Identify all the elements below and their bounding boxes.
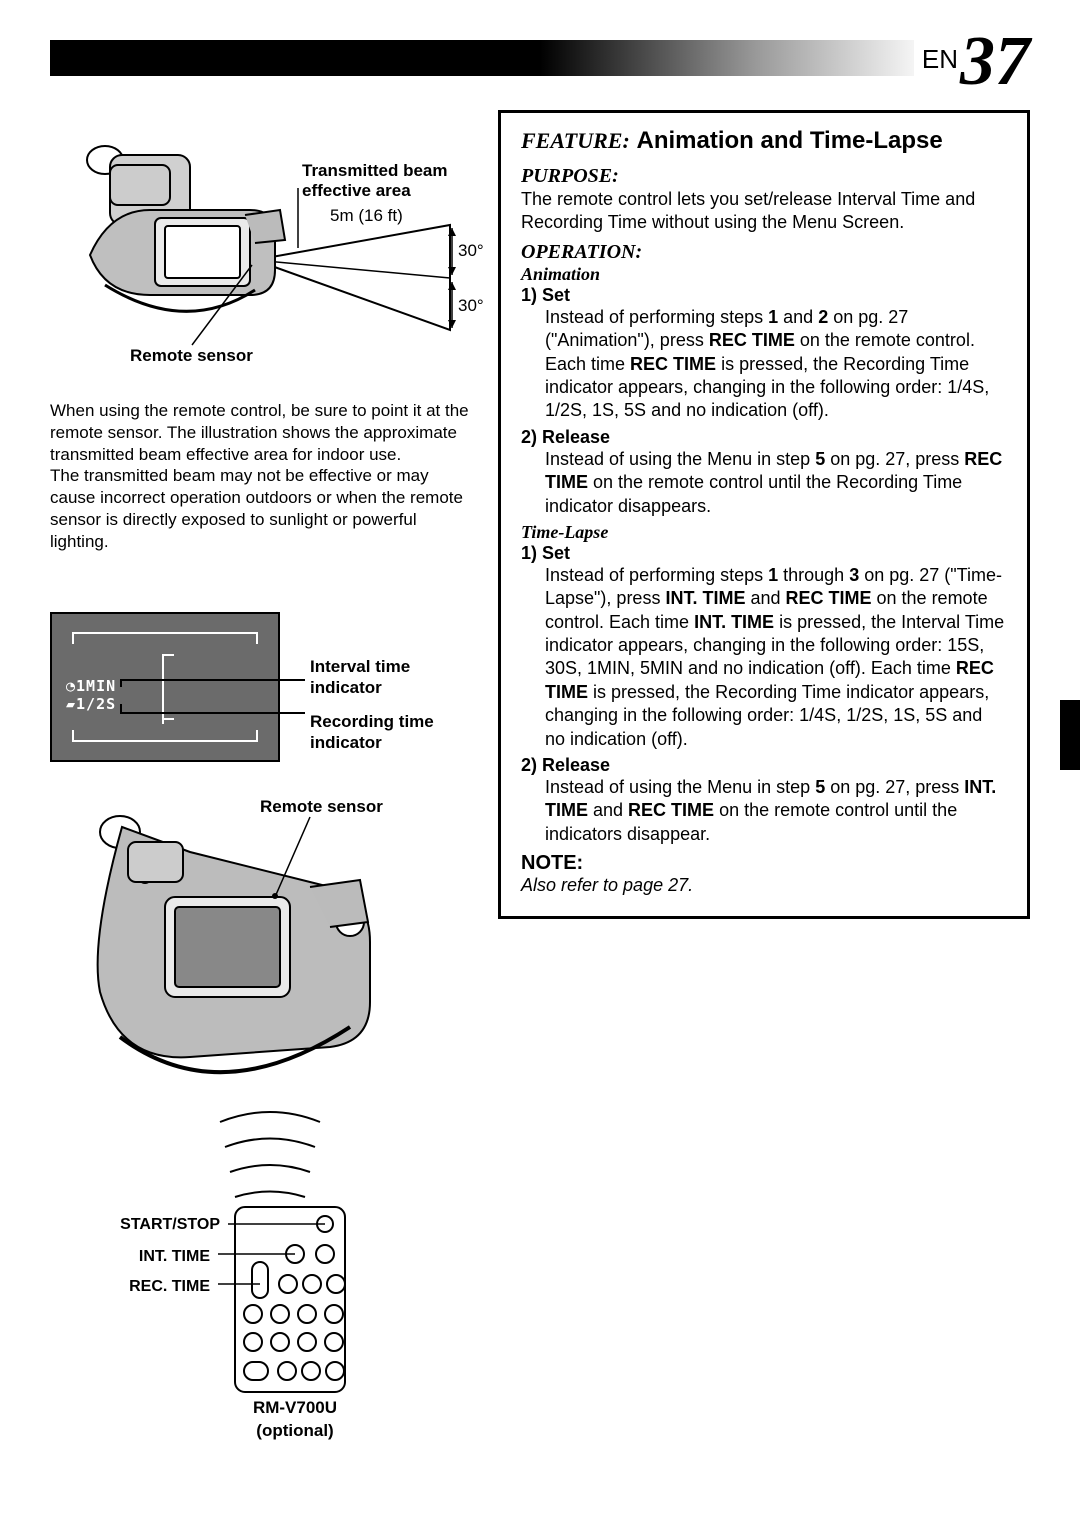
int-time-label: INT. TIME — [90, 1246, 210, 1268]
note-body: Also refer to page 27. — [521, 875, 1007, 896]
right-column: FEATURE: Animation and Time-Lapse PURPOS… — [498, 110, 1030, 1432]
lcd-screen: ◔1MIN ▰1/2S — [50, 612, 280, 762]
start-stop-label: START/STOP — [90, 1214, 220, 1236]
feature-box: FEATURE: Animation and Time-Lapse PURPOS… — [498, 110, 1030, 919]
purpose-heading: PURPOSE: — [521, 165, 1007, 188]
left-column: Transmitted beam effective area 5m (16 f… — [50, 110, 470, 1432]
tl-release-body: Instead of using the Menu in step 5 on p… — [521, 776, 1007, 846]
anim-release-heading: 2) Release — [521, 427, 1007, 448]
header-bar: EN37 — [50, 40, 1030, 90]
anim-set-body: Instead of performing steps 1 and 2 on p… — [521, 306, 1007, 423]
remote-sensor-label-1: Remote sensor — [130, 345, 253, 368]
feature-heading: FEATURE: Animation and Time-Lapse — [521, 127, 1007, 155]
remote-sensor-label-2: Remote sensor — [260, 796, 383, 819]
interval-label-l2: indicator — [310, 678, 382, 697]
remote-svg — [50, 792, 470, 1432]
beam-area-label-l2: effective area — [302, 180, 411, 203]
beam-distance: 5m (16 ft) — [330, 205, 403, 228]
feature-prefix: FEATURE: — [521, 128, 630, 153]
lcd-line1: 1MIN — [76, 677, 116, 695]
lcd-diagram: ◔1MIN ▰1/2S Interval time indicator Reco… — [50, 602, 470, 772]
beam-svg — [50, 110, 470, 390]
tl-release-heading: 2) Release — [521, 755, 1007, 776]
purpose-body: The remote control lets you set/release … — [521, 188, 1007, 235]
anim-release-body: Instead of using the Menu in step 5 on p… — [521, 448, 1007, 518]
record-label-l2: indicator — [310, 733, 382, 752]
beam-angle-bottom: 30° — [458, 295, 484, 318]
page-number: EN37 — [914, 22, 1030, 102]
remote-model: RM-V700U — [253, 1398, 337, 1417]
tl-set-heading: 1) Set — [521, 543, 1007, 564]
beam-angle-top: 30° — [458, 240, 484, 263]
interval-label-l1: Interval time — [310, 657, 410, 676]
animation-heading: Animation — [521, 264, 1007, 285]
header-gradient — [50, 40, 1030, 76]
rec-time-label: REC. TIME — [90, 1276, 210, 1298]
tl-set-body: Instead of performing steps 1 through 3 … — [521, 564, 1007, 751]
left-paragraph-2: The transmitted beam may not be effectiv… — [50, 465, 470, 552]
operation-heading: OPERATION: — [521, 241, 1007, 264]
feature-title: Animation and Time-Lapse — [636, 127, 942, 154]
side-tab — [1060, 700, 1080, 770]
remote-optional: (optional) — [256, 1421, 333, 1440]
note-heading: NOTE: — [521, 852, 1007, 875]
left-paragraph-1: When using the remote control, be sure t… — [50, 400, 470, 465]
page-num-value: 37 — [960, 23, 1030, 100]
lang-code: EN — [922, 44, 958, 74]
remote-diagram: Remote sensor START/STOP INT. TIME REC. … — [50, 792, 470, 1432]
lcd-line2: 1/2S — [76, 695, 116, 713]
anim-set-heading: 1) Set — [521, 285, 1007, 306]
beam-diagram: Transmitted beam effective area 5m (16 f… — [50, 110, 470, 390]
record-label-l1: Recording time — [310, 712, 434, 731]
timelapse-heading: Time-Lapse — [521, 522, 1007, 543]
